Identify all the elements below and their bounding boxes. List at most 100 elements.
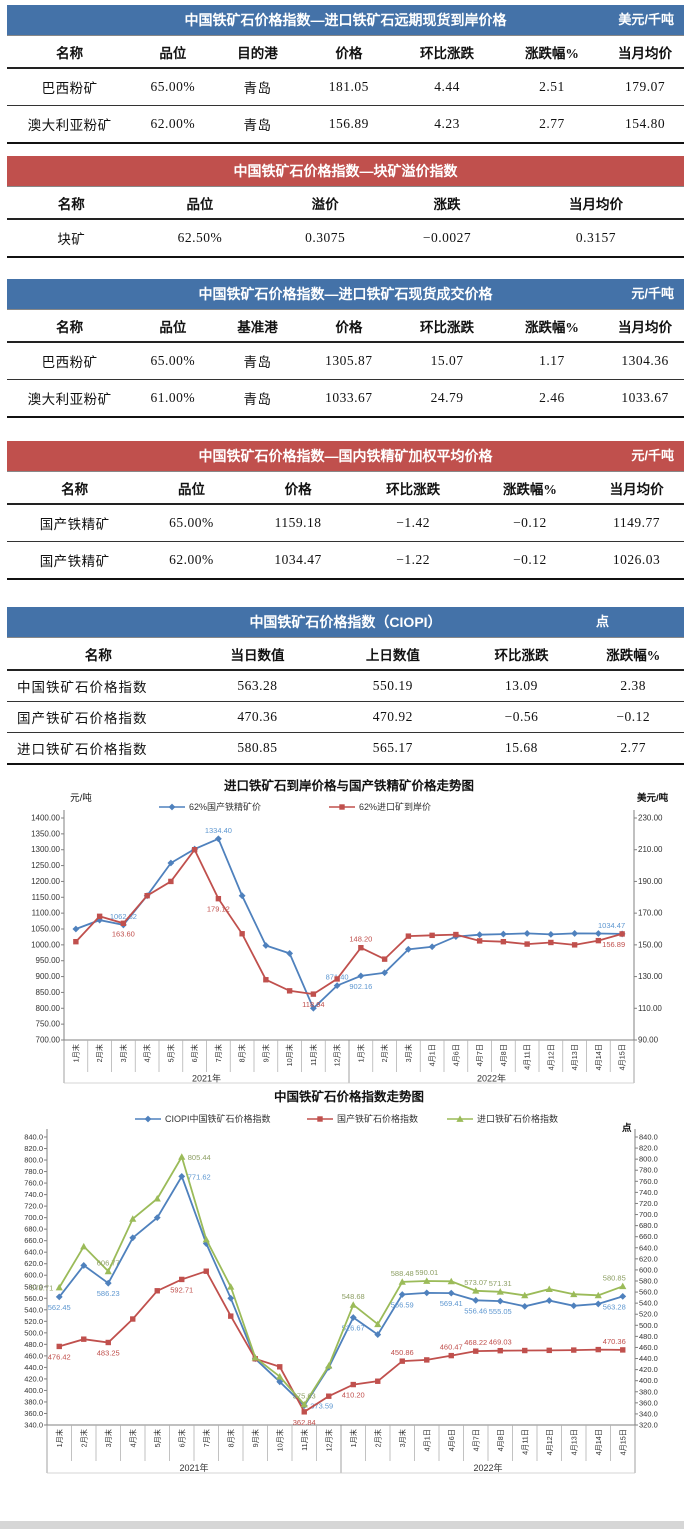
table-cell: 澳大利亚粉矿 [7, 105, 133, 144]
table-title-bar: 中国铁矿石价格指数（CIOPI） 点 [7, 607, 684, 637]
square-marker-icon [168, 878, 174, 885]
table-row: 中国铁矿石价格指数 563.28 550.19 13.09 2.38 [7, 670, 684, 702]
square-marker-icon [120, 920, 127, 926]
square-marker-icon [339, 804, 345, 810]
x-tick-label: 3月末 [404, 1044, 413, 1062]
x-tick-label: 2月末 [79, 1429, 88, 1447]
x-tick-label: 10月末 [275, 1429, 284, 1451]
column-header: 当日数值 [189, 637, 326, 671]
x-tick-label: 4月6日 [447, 1429, 456, 1451]
data-table: 名称 品位 目的港 价格 环比涨跌 涨跌幅% 当月均价 巴西粉矿 65.00% 青岛 181.05 4… [7, 35, 684, 144]
left-tick-label: 720.0 [24, 1202, 43, 1211]
data-point-label: 590.01 [415, 1268, 438, 1277]
right-tick-label: 500.0 [639, 1321, 658, 1330]
right-tick-label: 110.00 [638, 1004, 662, 1013]
table-title-bar: 中国铁矿石价格指数—进口铁矿石远期现货到岸价格 美元/千吨 [7, 5, 684, 35]
series-line [58, 1154, 624, 1406]
x-tick-label: 4月14日 [594, 1429, 603, 1455]
triangle-marker-icon [251, 1354, 259, 1361]
x-tick-label: 1月末 [356, 1044, 365, 1062]
diamond-marker-icon [398, 1291, 406, 1298]
data-point-label: 483.25 [97, 1348, 120, 1357]
column-header: 涨跌幅% [497, 35, 607, 69]
table-cell: 1033.67 [606, 379, 684, 418]
table-row: 国产铁矿石价格指数 470.36 470.92 −0.56 −0.12 [7, 701, 684, 733]
x-tick-label: 5月末 [166, 1044, 175, 1062]
table-cell: 2.77 [582, 732, 684, 765]
x-tick-label: 1月末 [71, 1044, 80, 1062]
table-cell: 0.3157 [507, 219, 684, 258]
left-tick-label: 850.00 [36, 988, 61, 997]
square-marker-icon [239, 931, 245, 937]
column-header: 当月均价 [507, 186, 684, 220]
diamond-marker-icon [472, 1296, 480, 1304]
square-marker-icon [405, 933, 412, 939]
square-marker-icon [203, 1268, 209, 1274]
left-tick-label: 1300.00 [31, 845, 60, 854]
diamond-marker-icon [72, 925, 80, 933]
left-tick-label: 1350.00 [31, 829, 60, 838]
right-tick-label: 320.0 [639, 1421, 658, 1430]
x-tick-label: 3月末 [119, 1044, 128, 1062]
table-row: 块矿 62.50% 0.3075 −0.0027 0.3157 [7, 219, 684, 258]
right-tick-label: 820.0 [639, 1144, 658, 1153]
diamond-marker-icon [286, 950, 294, 957]
legend-label: 62%国产铁精矿价 [189, 801, 261, 812]
table-cell: 国产铁精矿 [7, 541, 143, 580]
table-cell: 4.23 [396, 105, 498, 144]
right-tick-label: 760.0 [639, 1177, 658, 1186]
x-tick-label: 5月末 [153, 1429, 162, 1447]
triangle-marker-icon [276, 1373, 284, 1380]
table-cell: 61.00% [132, 379, 214, 418]
square-marker-icon [286, 988, 293, 994]
data-point-label: 592.71 [170, 1285, 193, 1294]
left-tick-label: 1250.00 [31, 861, 60, 870]
right-axis-unit: 点 [622, 1122, 632, 1134]
left-tick-label: 520.0 [24, 1317, 43, 1326]
right-tick-label: 130.00 [638, 972, 663, 981]
left-tick-label: 360.0 [24, 1409, 43, 1418]
square-marker-icon [277, 1364, 283, 1370]
table-unit: 元/千吨 [631, 448, 674, 463]
diamond-marker-icon [80, 1262, 88, 1269]
left-tick-label: 780.0 [24, 1167, 43, 1176]
right-tick-label: 540.0 [639, 1299, 658, 1308]
column-header: 目的港 [213, 35, 302, 69]
data-point-label: 562.45 [48, 1303, 71, 1312]
right-tick-label: 480.0 [639, 1332, 658, 1341]
data-point-label: 571.31 [489, 1279, 512, 1288]
bottom-strip [0, 1521, 684, 1529]
x-tick-label: 2月末 [380, 1044, 389, 1062]
diamond-marker-icon [523, 930, 531, 937]
left-tick-label: 500.0 [24, 1328, 43, 1337]
diamond-marker-icon [496, 1297, 504, 1305]
square-marker-icon [448, 1352, 454, 1359]
triangle-marker-icon [619, 1282, 627, 1290]
table-unit: 点 [595, 614, 609, 629]
right-tick-label: 460.0 [639, 1343, 658, 1352]
x-tick-label: 1月末 [349, 1429, 358, 1447]
table-title-bar: 中国铁矿石价格指数—块矿溢价指数 [7, 156, 684, 186]
left-tick-label: 800.00 [36, 1004, 61, 1013]
diamond-marker-icon [476, 931, 484, 939]
year-group-label: 2021年 [192, 1073, 221, 1084]
data-point-label: 555.05 [489, 1307, 512, 1316]
table-cell: 进口铁矿石价格指数 [7, 732, 190, 765]
right-tick-label: 700.0 [639, 1210, 658, 1219]
column-header: 涨跌幅% [470, 471, 590, 505]
x-tick-label: 11月末 [300, 1429, 309, 1451]
series-line [58, 1174, 624, 1408]
table-row: 进口铁矿石价格指数 580.85 565.17 15.68 2.77 [7, 732, 684, 765]
x-tick-label: 2月末 [373, 1429, 382, 1447]
column-header: 环比涨跌 [355, 471, 471, 505]
right-tick-label: 420.0 [639, 1365, 658, 1374]
triangle-marker-icon [153, 1195, 161, 1202]
data-table: 名称 当日数值 上日数值 环比涨跌 涨跌幅% 中国铁矿石价格指数 563.28 550.19 1… [7, 637, 684, 765]
left-tick-label: 680.0 [24, 1225, 43, 1234]
square-marker-icon [326, 1393, 332, 1399]
table-cell: 青岛 [213, 342, 302, 380]
square-marker-icon [546, 1347, 552, 1354]
data-point-label: 156.89 [602, 940, 625, 949]
left-tick-label: 1050.00 [31, 925, 60, 934]
x-tick-label: 1月末 [55, 1429, 64, 1447]
